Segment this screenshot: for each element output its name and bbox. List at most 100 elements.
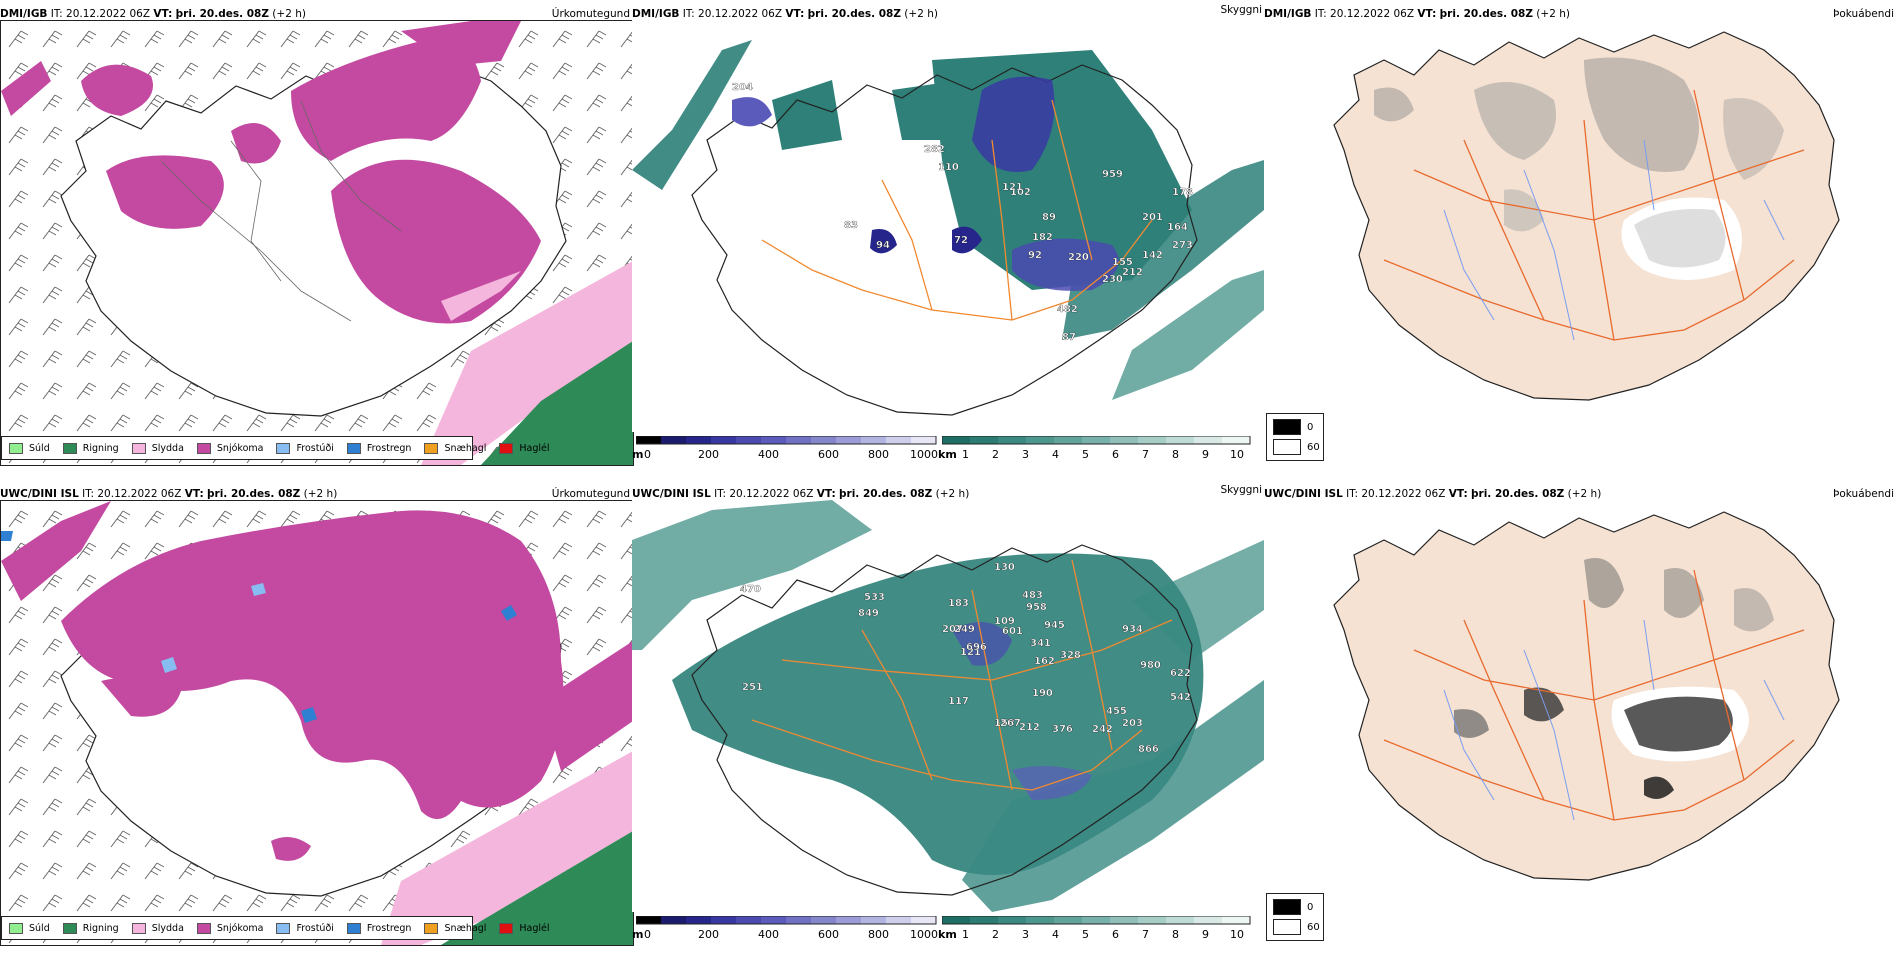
tick: 10 [1230,448,1244,461]
vis-label: 328 [1060,650,1081,661]
vis-label: 273 [1172,240,1193,251]
fog-legend-item-60: 60 [1273,919,1320,935]
fog-map[interactable] [1264,20,1900,430]
visibility-map-svg: 109 117 121 130 153 162 183 190 203 207 … [632,500,1264,912]
vis-label: 696 [966,642,987,653]
lead-time: (+2 h) [1567,488,1602,500]
tick: 200 [698,928,719,941]
vis-label: 866 [1138,744,1159,755]
visibility-map-svg: 72 83 87 89 92 94 102 110 121 142 155 16… [632,20,1264,432]
legend-swatch [499,922,514,934]
visibility-map[interactable]: 72 83 87 89 92 94 102 110 121 142 155 16… [632,20,1264,432]
panel-header: DMI/IGB IT: 20.12.2022 06Z VT: þri. 20.d… [0,6,634,22]
vis-label: 230 [1102,274,1123,285]
vis-label: 267 [1000,718,1021,729]
vis-label: 87 [1062,332,1076,343]
model-name: DMI/IGB [632,8,680,20]
lead-time: (+2 h) [904,8,938,20]
tick: 3 [1022,928,1029,941]
legend-swatch [9,442,23,454]
tick: 1 [962,928,969,941]
vt-label: VT: [1417,8,1437,20]
tick: 5 [1082,928,1089,941]
legend-item-snaehagl: Snæhagl [424,922,487,934]
model-name: DMI/IGB [0,8,48,20]
unit-km: km [938,928,957,941]
lead-time: (+2 h) [303,488,338,500]
coastline [691,544,1198,896]
tick: 800 [868,448,889,461]
model-name: DMI/IGB [1264,8,1312,20]
vis-label: 207 [942,624,963,635]
legend-item-frostregn: Frostregn [346,442,412,454]
legend-swatch [499,442,514,454]
vis-label: 190 [1032,688,1053,699]
legend-swatch [346,442,361,454]
precip-map[interactable]: Súld Rigning Slydda Snjókoma Frostúði Fr… [0,500,634,946]
precip-legend: Súld Rigning Slydda Snjókoma Frostúði Fr… [1,436,550,460]
vis-label: 959 [1102,169,1123,180]
vis-label: 121 [1002,182,1023,193]
legend-swatch [424,442,439,454]
legend-label: Haglél [519,442,550,454]
legend-label: 60 [1307,921,1320,933]
vis-colorbar-m: m 0 200 400 600 800 1000 [632,436,942,462]
vis-label: 470 [740,584,761,595]
panel-title: Úrkomutegund [551,8,630,20]
legend-label: Frostúði [296,922,334,934]
tick: 400 [758,928,779,941]
legend-item-frostudi: Frostúði [276,922,334,934]
tick: 400 [758,448,779,461]
vis-label: 110 [938,162,959,173]
vis-label: 130 [994,562,1015,573]
vt-label: VT: [1448,488,1468,500]
tick: 200 [698,448,719,461]
legend-item-sudl: Súld [9,442,50,454]
tick: 9 [1202,928,1209,941]
panel-title: Þokuábendi [1833,8,1894,20]
panel-title: Skyggni [1220,484,1263,496]
tick: 0 [644,928,651,941]
tick: 600 [818,928,839,941]
legend-swatch [346,922,361,934]
coastline [691,64,1198,416]
tick: 7 [1142,448,1149,461]
legend-swatch [9,922,23,934]
legend-label: Slydda [151,922,184,934]
legend-label: Frostregn [366,442,412,454]
vis-label: 183 [948,598,969,609]
legend-item-snjokoma: Snjókoma [196,442,263,454]
legend-item-haglel: Haglél [499,442,550,454]
legend-label: Frostúði [296,442,334,454]
tick: 1000 [910,448,938,461]
vis-label: 376 [1052,724,1073,735]
fog-map-svg [1264,500,1900,910]
legend-label: Snæhagl [444,922,487,934]
it-value: 20.12.2022 06Z [1330,8,1415,20]
vis-label: 958 [1026,602,1047,613]
tick: 2 [992,448,999,461]
legend-swatch [1273,899,1301,915]
colorbar-m-svg [636,436,937,445]
it-label: IT: [682,8,695,20]
forecast-row-1: DMI/IGB IT: 20.12.2022 06Z VT: þri. 20.d… [0,0,1900,475]
vis-label: 155 [1112,257,1133,268]
it-label: IT: [82,488,95,500]
vis-label: 162 [1034,656,1055,667]
vis-label: 109 [994,616,1015,627]
tick: 9 [1202,448,1209,461]
panel-header: UWC/DINI ISL IT: 20.12.2022 06Z VT: þri.… [632,484,1264,502]
vis-label: 622 [1170,668,1191,679]
fog-map[interactable] [1264,500,1900,910]
precip-map[interactable]: Súld Rigning Slydda Snjókoma Frostúði Fr… [0,20,634,466]
it-value: 20.12.2022 06Z [66,8,151,20]
fog-legend: 0 60 [1266,893,1324,941]
panel-header: DMI/IGB IT: 20.12.2022 06Z VT: þri. 20.d… [1264,6,1900,22]
vt-value: þri. 20.des. 08Z [807,8,901,20]
vis-colorbar-km: km 1 2 3 4 5 6 7 8 9 10 [938,436,1262,462]
visibility-map[interactable]: 109 117 121 130 153 162 183 190 203 207 … [632,500,1264,912]
vis-label: 251 [742,682,763,693]
visibility-labels: 72 83 87 89 92 94 102 110 121 142 155 16… [732,82,1193,343]
legend-swatch [196,922,211,934]
it-value: 20.12.2022 06Z [698,8,783,20]
